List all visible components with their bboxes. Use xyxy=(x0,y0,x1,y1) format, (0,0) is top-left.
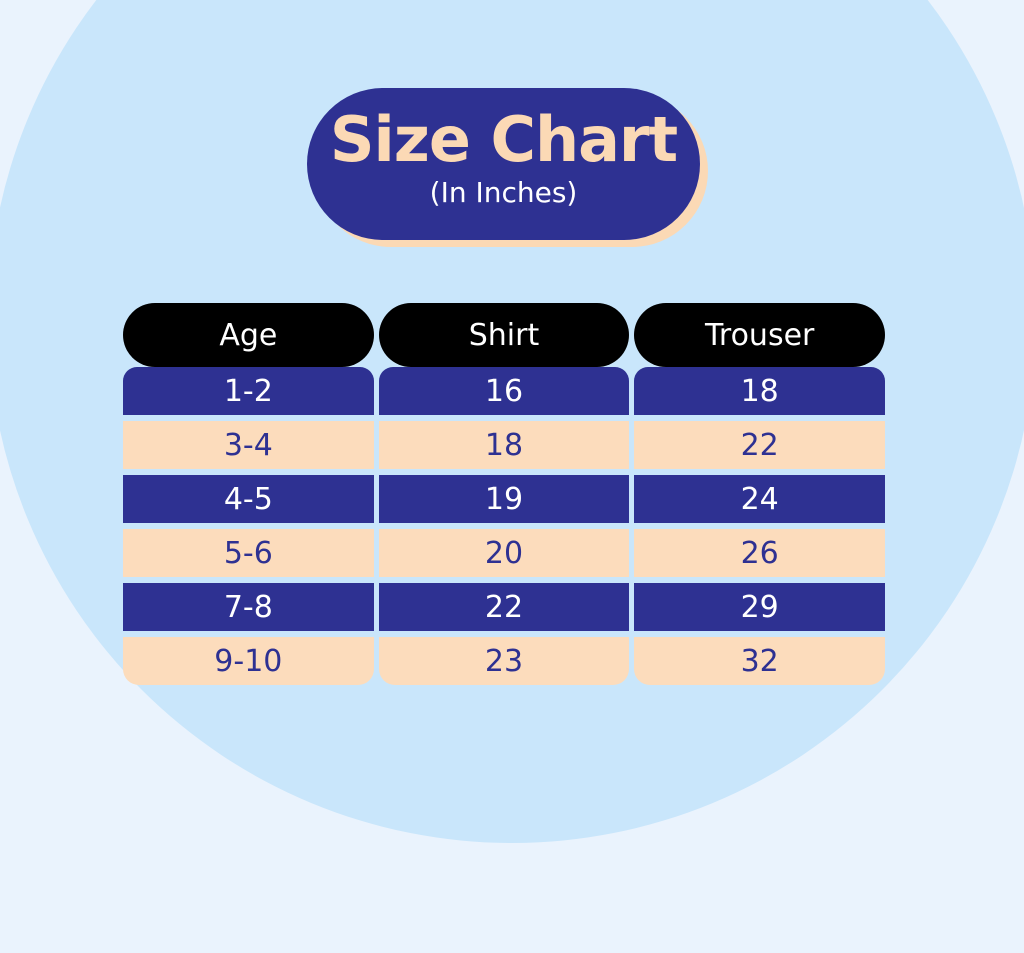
title-badge: Size Chart (In Inches) xyxy=(307,88,700,240)
page-title: Size Chart xyxy=(329,103,678,176)
table-cell-age: 9-10 xyxy=(123,637,374,685)
table-cell-trouser: 26 xyxy=(634,529,886,577)
table-cell-trouser: 18 xyxy=(634,367,886,415)
table-cell-trouser: 29 xyxy=(634,583,886,631)
table-cell-age: 5-6 xyxy=(123,529,374,577)
table-cell-age: 3-4 xyxy=(123,421,374,469)
table-cell-shirt: 20 xyxy=(378,529,630,577)
table-row: 9-10 23 32 xyxy=(123,637,886,685)
table-cell-shirt: 23 xyxy=(378,637,630,685)
table-cell-trouser: 32 xyxy=(634,637,886,685)
table-row: 4-5 19 24 xyxy=(123,475,886,523)
table-cell-shirt: 19 xyxy=(378,475,630,523)
table-row: 5-6 20 26 xyxy=(123,529,886,577)
column-header-age: Age xyxy=(123,303,374,367)
table-header: Age Shirt Trouser xyxy=(123,303,886,367)
table-cell-age: 7-8 xyxy=(123,583,374,631)
column-header-trouser: Trouser xyxy=(634,303,886,367)
table-row: 3-4 18 22 xyxy=(123,421,886,469)
table-row: 7-8 22 29 xyxy=(123,583,886,631)
table-row: 1-2 16 18 xyxy=(123,367,886,415)
table-cell-shirt: 18 xyxy=(378,421,630,469)
size-table: Age Shirt Trouser 1-2 16 18 3-4 18 22 4-5 19 24 5… xyxy=(123,303,886,685)
column-header-shirt: Shirt xyxy=(378,303,630,367)
table-cell-age: 1-2 xyxy=(123,367,374,415)
table-cell-shirt: 22 xyxy=(378,583,630,631)
page-subtitle: (In Inches) xyxy=(429,176,578,209)
table-cell-age: 4-5 xyxy=(123,475,374,523)
table-cell-trouser: 24 xyxy=(634,475,886,523)
table-cell-shirt: 16 xyxy=(378,367,630,415)
table-cell-trouser: 22 xyxy=(634,421,886,469)
